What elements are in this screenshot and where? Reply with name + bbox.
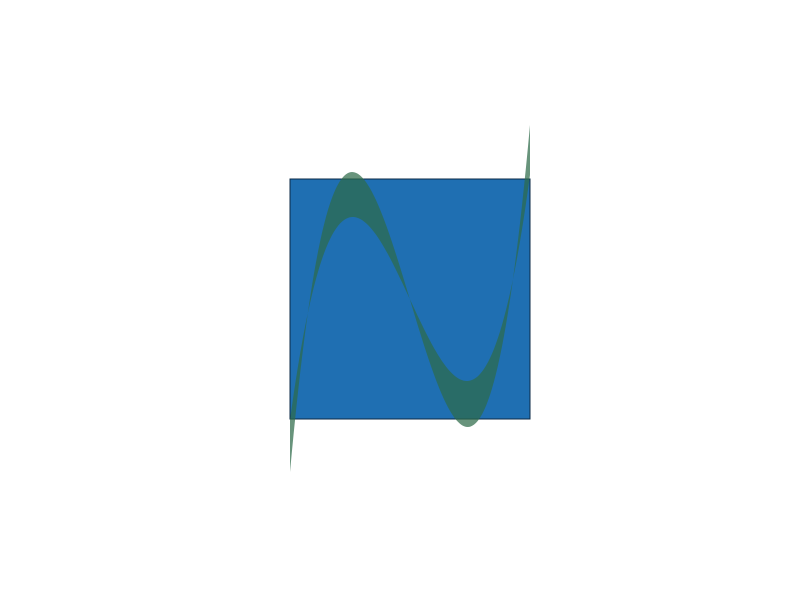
cubic-curve-band	[290, 125, 530, 472]
blue-square	[289, 178, 531, 420]
